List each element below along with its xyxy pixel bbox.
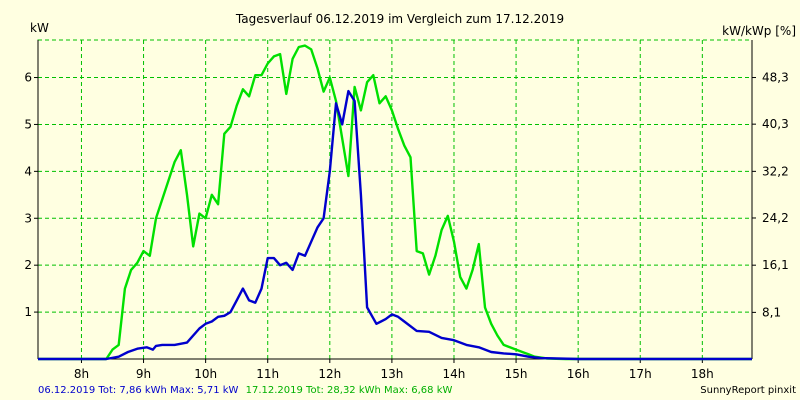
y-tick-label-right: 32,2 xyxy=(762,164,789,178)
x-tick-label: 11h xyxy=(256,367,279,381)
y-tick-label-right: 8,1 xyxy=(762,305,781,319)
x-tick-label: 15h xyxy=(505,367,528,381)
plot-frame xyxy=(37,39,753,360)
x-tick-label: 18h xyxy=(691,367,714,381)
y-tick-label-left: 1 xyxy=(24,305,32,319)
y-tick-label-right: 48,3 xyxy=(762,71,789,85)
y-axis-right-label: kW/kWp [%] xyxy=(722,24,796,38)
y-tick-label-left: 2 xyxy=(24,258,32,272)
x-tick-label: 8h xyxy=(74,367,89,381)
chart-title: Tagesverlauf 06.12.2019 im Vergleich zum… xyxy=(235,12,564,26)
series-line-1 xyxy=(38,89,752,361)
x-tick-label: 12h xyxy=(318,367,341,381)
legend-series-2: 17.12.2019 Tot: 28,32 kWh Max: 6,68 kW xyxy=(246,385,453,396)
legend-footer: 06.12.2019 Tot: 7,86 kWh Max: 5,71 kW 17… xyxy=(38,385,452,396)
series-line-2 xyxy=(38,44,752,361)
y-tick-label-left: 3 xyxy=(24,211,32,225)
y-axis-left-label: kW xyxy=(30,21,49,35)
x-tick-label: 16h xyxy=(567,367,590,381)
tick-labels: 8h 9h 10h 11h 12h 13h 14h 15h 16h 17h 18h 1 2 3 4 5 6 8,1… xyxy=(24,71,788,381)
x-tick-label: 17h xyxy=(629,367,652,381)
x-tick-label: 9h xyxy=(136,367,151,381)
y-tick-label-right: 24,2 xyxy=(762,211,789,225)
x-tick-label: 13h xyxy=(380,367,403,381)
x-tick-label: 14h xyxy=(443,367,466,381)
y-tick-label-right: 16,1 xyxy=(762,258,789,272)
x-tick-label: 10h xyxy=(194,367,217,381)
footer-credit: SunnyReport pinxit xyxy=(700,385,796,396)
axes xyxy=(34,40,756,363)
y-tick-label-right: 40,3 xyxy=(762,117,789,131)
legend-series-1: 06.12.2019 Tot: 7,86 kWh Max: 5,71 kW xyxy=(38,385,239,396)
series-group xyxy=(38,44,752,361)
y-tick-label-left: 6 xyxy=(24,71,32,85)
y-tick-label-left: 5 xyxy=(24,117,32,131)
grid xyxy=(37,39,753,360)
y-tick-label-left: 4 xyxy=(24,164,32,178)
